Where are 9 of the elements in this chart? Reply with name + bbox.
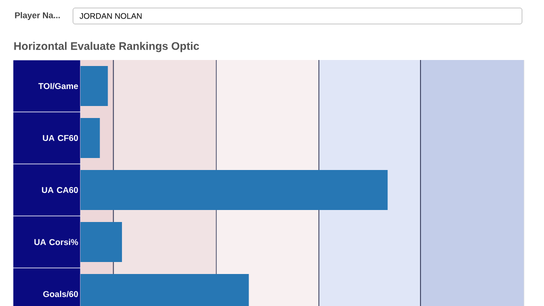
y-tick-label: UA CF60	[42, 135, 78, 142]
y-tick-label: UA CA60	[42, 186, 78, 194]
bar	[80, 118, 100, 158]
text: Player Na...	[15, 12, 60, 20]
text: JORDAN NOLAN	[80, 13, 142, 19]
y-tick-label: Goals/60	[43, 290, 78, 298]
y-tick-label: TOI/Game	[38, 82, 78, 90]
y-tick-label: UA Corsi%	[34, 238, 78, 246]
chart-title: Horizontal Evaluate Rankings Optic	[14, 42, 200, 52]
